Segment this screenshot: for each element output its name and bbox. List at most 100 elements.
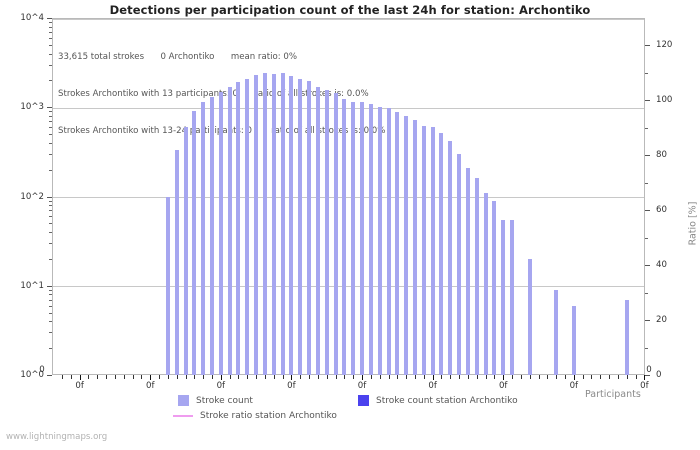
y-axis-tick-label: 10^2: [20, 191, 44, 202]
y-axis-tick: [47, 107, 52, 109]
x-axis-tick: [97, 375, 99, 379]
bar: [395, 112, 400, 375]
y-axis-minor-tick: [49, 232, 52, 234]
y-axis-right-tick: [645, 375, 650, 376]
x-axis-tick: [450, 375, 452, 379]
y-axis-right-tick-label: 40: [656, 260, 667, 271]
y-axis-minor-tick: [49, 321, 52, 323]
watermark: www.lightningmaps.org: [6, 432, 108, 442]
x-axis-tick: [88, 375, 90, 379]
x-axis-tick: [494, 375, 496, 379]
legend-label: Stroke count station Archontiko: [376, 395, 518, 406]
y-axis-right-tick-label: 60: [656, 205, 667, 216]
x-axis-tick: [414, 375, 416, 379]
x-axis-tick: [423, 375, 425, 379]
y-axis-right-tick: [645, 210, 650, 212]
x-axis-tick: [309, 375, 311, 379]
x-axis-tick: [370, 375, 372, 379]
x-axis-tick: [485, 375, 487, 379]
y-axis-right-tick-label: 100: [656, 95, 673, 106]
y-axis-minor-tick: [49, 142, 52, 144]
bar: [368, 103, 373, 375]
x-axis-tick: [441, 375, 443, 379]
legend-swatch-icon: [178, 395, 189, 406]
bar: [333, 92, 338, 375]
bar: [421, 125, 426, 375]
y-axis-tick: [47, 375, 52, 376]
x-axis-major-tick: [291, 375, 293, 380]
y-axis-tick-label: 10^4: [20, 13, 44, 23]
legend-item-stroke-ratio-station[interactable]: Stroke ratio station Archontiko: [173, 411, 337, 421]
x-axis-tick: [229, 375, 231, 379]
bar: [183, 127, 188, 375]
bar: [474, 178, 479, 375]
y-axis-right-tick: [645, 45, 650, 47]
y-axis-tick: [47, 196, 52, 198]
x-axis-tick-label: 0f: [216, 381, 226, 391]
y-axis-right-tick: [645, 100, 650, 102]
x-axis-tick: [247, 375, 249, 379]
y-axis-minor-tick: [49, 216, 52, 218]
x-axis-major-tick: [432, 375, 434, 380]
x-axis-tick: [406, 375, 408, 379]
legend-line-icon: [173, 415, 193, 417]
bar: [527, 258, 532, 375]
legend-label: Stroke ratio station Archontiko: [200, 411, 337, 421]
x-axis-tick: [547, 375, 549, 379]
bar: [254, 74, 259, 375]
y-axis-right-tick-label: 80: [656, 150, 667, 161]
legend: Stroke count Stroke count station Archon…: [0, 391, 700, 423]
bar: [571, 305, 576, 375]
x-axis-tick: [564, 375, 566, 379]
x-axis-tick-label: 0f: [287, 381, 296, 391]
bar: [307, 81, 312, 375]
y-axis-minor-tick: [49, 205, 52, 207]
x-axis-tick: [106, 375, 108, 379]
bar: [492, 200, 497, 375]
bar: [192, 111, 197, 375]
annotation-line-1: 33,615 total strokes 0 Archontiko mean r…: [58, 52, 298, 63]
y-axis-right-minor-tick: [645, 347, 648, 349]
x-axis-tick-label: 0f: [357, 381, 367, 391]
y-axis-minor-tick: [49, 210, 52, 212]
x-axis-major-tick: [220, 375, 222, 380]
y-axis-right-minor-tick: [645, 72, 648, 74]
bar-series: [52, 18, 645, 375]
chart-title: Detections per participation count of th…: [109, 3, 591, 17]
bar: [324, 90, 329, 375]
y-axis-minor-tick: [49, 64, 52, 66]
y-axis-minor-tick: [49, 134, 52, 136]
x-axis-tick: [212, 375, 213, 379]
x-axis-tick: [459, 375, 461, 379]
y-axis-tick: [47, 285, 52, 287]
bar: [386, 108, 391, 375]
y-axis-minor-tick: [49, 258, 52, 260]
x-axis-tick: [159, 375, 161, 379]
bar: [298, 79, 303, 375]
bar: [227, 86, 232, 375]
x-axis-tick: [467, 375, 469, 379]
y-axis-minor-tick: [49, 127, 52, 129]
bar: [439, 132, 444, 375]
x-axis-tick: [617, 375, 619, 379]
bar: [448, 140, 453, 375]
y-axis-right-tick-label: 0: [656, 370, 662, 380]
y-axis-tick-label: 10^3: [20, 102, 44, 113]
y-axis-minor-tick: [49, 223, 52, 225]
x-axis-tick: [123, 375, 125, 379]
legend-item-stroke-count[interactable]: Stroke count: [178, 395, 253, 406]
y-axis-minor-tick: [49, 111, 52, 113]
y-axis-right-tick: [645, 265, 650, 267]
legend-item-stroke-count-station[interactable]: Stroke count station Archontiko: [358, 395, 518, 406]
x-axis-tick: [397, 375, 399, 379]
bar: [210, 97, 214, 375]
x-axis-tick-label: 0f: [428, 381, 437, 391]
y-axis-minor-tick: [49, 44, 52, 46]
x-axis-tick-label-start: 0: [39, 365, 45, 375]
bar: [510, 219, 515, 375]
y-axis-minor-tick: [49, 26, 52, 28]
y-axis-right-minor-tick: [645, 182, 648, 184]
bar: [201, 101, 206, 375]
y-axis-minor-tick: [49, 153, 52, 155]
bar: [218, 91, 223, 375]
